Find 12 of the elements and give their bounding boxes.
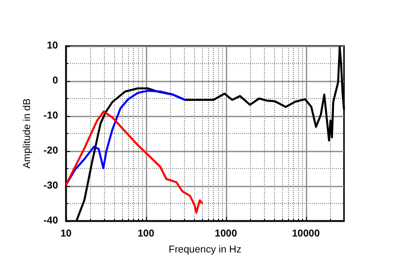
x-tick-label: 1000: [214, 228, 238, 240]
x-axis-title: Frequency in Hz: [168, 244, 242, 256]
x-tick-label: 10000: [292, 228, 320, 240]
x-tick-label: 100: [138, 228, 155, 240]
y-tick-label: 10: [46, 40, 58, 52]
y-tick-label: -10: [44, 110, 58, 122]
y-axis-title: Amplitude in dB: [22, 98, 34, 169]
y-tick-label: -20: [44, 146, 58, 156]
y-tick-label: 0: [52, 76, 58, 86]
y-tick-label: -30: [44, 180, 58, 192]
y-tick-label: -40: [44, 216, 58, 226]
x-tick-label: 10: [60, 228, 72, 240]
